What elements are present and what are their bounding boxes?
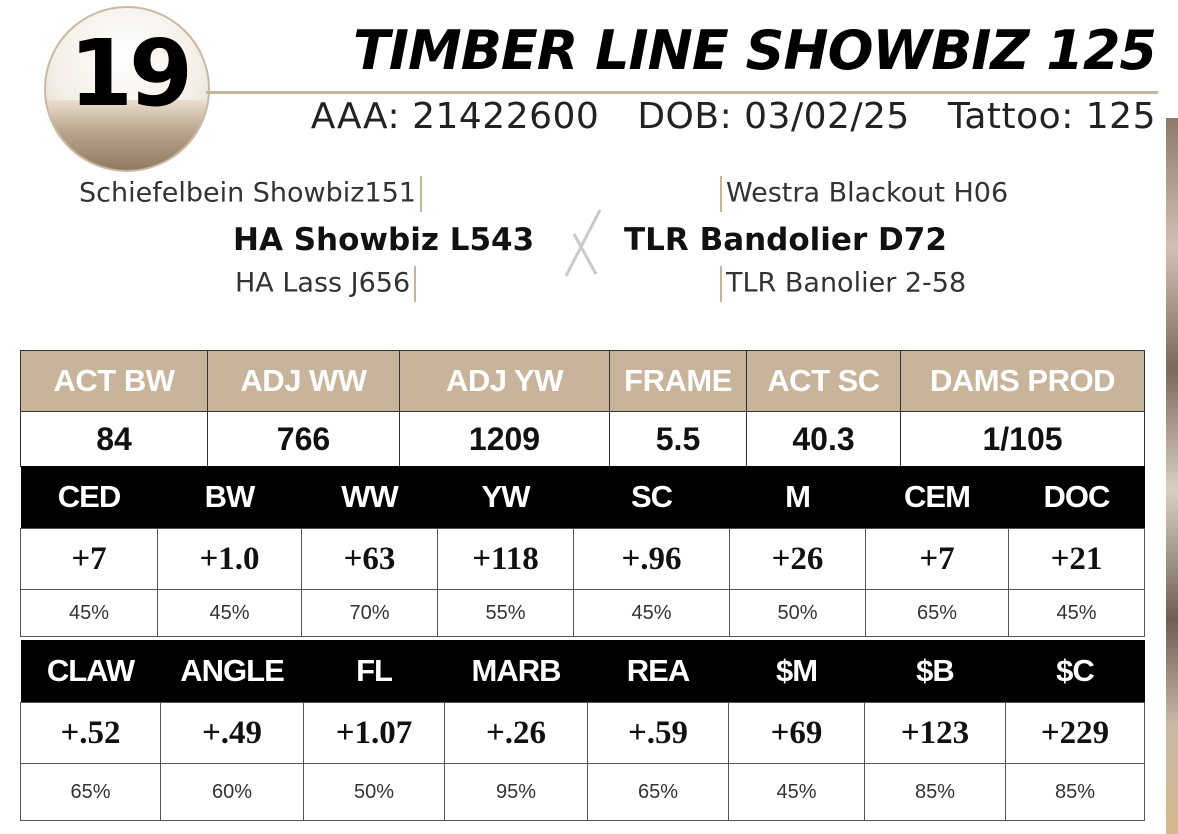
accuracy-angle: 60% (160, 763, 304, 821)
header-m: M (729, 466, 866, 529)
value-claw: +.52 (20, 702, 161, 764)
header-act-sc: ACT SC (746, 350, 901, 412)
value-dollar-m: +69 (728, 702, 865, 764)
value-bw: +1.0 (157, 528, 302, 590)
value-ww: +63 (301, 528, 438, 590)
epd-table-2: CLAW ANGLE FL MARB REA $M $B $C +.52 +.4… (20, 640, 1145, 821)
lot-number: 19 (68, 20, 193, 127)
animal-ids: AAA: 21422600 DOB: 03/02/25 Tattoo: 125 (311, 96, 1156, 137)
epd-header-row: CLAW ANGLE FL MARB REA $M $B $C (20, 640, 1145, 703)
value-act-bw: 84 (20, 411, 208, 467)
header-rea: REA (587, 640, 729, 703)
accuracy-rea: 65% (587, 763, 729, 821)
pedigree-dam: TLR Bandolier D72 (624, 222, 947, 258)
value-fl: +1.07 (303, 702, 445, 764)
pedigree-sire-dam: HA Lass J656 (235, 266, 420, 302)
header-fl: FL (303, 640, 445, 703)
value-doc: +21 (1008, 528, 1145, 590)
accuracy-m: 50% (729, 589, 866, 637)
accuracy-ww: 70% (301, 589, 438, 637)
value-frame: 5.5 (609, 411, 747, 467)
header-dollar-b: $B (864, 640, 1006, 703)
pedigree-sire-sire: Schiefelbein Showbiz151 (79, 176, 426, 212)
header-marb: MARB (444, 640, 588, 703)
accuracy-claw: 65% (20, 763, 161, 821)
epd-accuracy-row: 65% 60% 50% 95% 65% 45% 85% 85% (20, 763, 1145, 821)
value-sc: +.96 (573, 528, 730, 590)
accuracy-ced: 45% (20, 589, 158, 637)
performance-header-row: ACT BW ADJ WW ADJ YW FRAME ACT SC DAMS P… (20, 350, 1145, 412)
accuracy-doc: 45% (1008, 589, 1145, 637)
epd-header-row: CED BW WW YW SC M CEM DOC (20, 466, 1145, 529)
epd-value-row: +.52 +.49 +1.07 +.26 +.59 +69 +123 +229 (20, 702, 1145, 764)
accuracy-marb: 95% (444, 763, 588, 821)
pasture-photo (46, 100, 208, 170)
tattoo: Tattoo: 125 (947, 96, 1156, 137)
performance-table: ACT BW ADJ WW ADJ YW FRAME ACT SC DAMS P… (20, 350, 1145, 467)
header-sc: SC (573, 466, 730, 529)
header-angle: ANGLE (160, 640, 304, 703)
header-adj-yw: ADJ YW (399, 350, 610, 412)
accuracy-dollar-c: 85% (1005, 763, 1145, 821)
accuracy-fl: 50% (303, 763, 445, 821)
value-yw: +118 (437, 528, 574, 590)
date-of-birth: DOB: 03/02/25 (637, 96, 910, 137)
header-ced: CED (20, 466, 158, 529)
value-angle: +.49 (160, 702, 304, 764)
accuracy-dollar-b: 85% (864, 763, 1006, 821)
performance-value-row: 84 766 1209 5.5 40.3 1/105 (20, 411, 1145, 467)
aaa-number: AAA: 21422600 (310, 96, 600, 137)
header-yw: YW (437, 466, 574, 529)
header-cem: CEM (865, 466, 1009, 529)
lot-badge-image (44, 6, 210, 172)
value-dollar-c: +229 (1005, 702, 1145, 764)
header-doc: DOC (1008, 466, 1145, 529)
accuracy-yw: 55% (437, 589, 574, 637)
value-ced: +7 (20, 528, 158, 590)
accuracy-sc: 45% (573, 589, 730, 637)
cattle-photo-edge (1166, 118, 1178, 834)
animal-name: TIMBER LINE SHOWBIZ 125 (353, 19, 1157, 82)
accuracy-bw: 45% (157, 589, 302, 637)
header-dollar-c: $C (1005, 640, 1145, 703)
header-dollar-m: $M (728, 640, 865, 703)
header-claw: CLAW (20, 640, 161, 703)
epd-value-row: +7 +1.0 +63 +118 +.96 +26 +7 +21 (20, 528, 1145, 590)
header-act-bw: ACT BW (20, 350, 208, 412)
cross-icon (564, 209, 602, 277)
accuracy-dollar-m: 45% (728, 763, 865, 821)
value-m: +26 (729, 528, 866, 590)
pedigree-dam-dam: TLR Banolier 2-58 (716, 266, 966, 302)
value-marb: +.26 (444, 702, 588, 764)
value-rea: +.59 (587, 702, 729, 764)
value-dollar-b: +123 (864, 702, 1006, 764)
value-act-sc: 40.3 (746, 411, 901, 467)
epd-table-1: CED BW WW YW SC M CEM DOC +7 +1.0 +63 +1… (20, 466, 1145, 637)
header-bw: BW (157, 466, 302, 529)
pedigree-sire: HA Showbiz L543 (233, 222, 535, 258)
header-frame: FRAME (609, 350, 747, 412)
value-dams-prod: 1/105 (900, 411, 1145, 467)
pedigree-dam-sire: Westra Blackout H06 (716, 176, 1008, 212)
value-cem: +7 (865, 528, 1009, 590)
value-adj-yw: 1209 (399, 411, 610, 467)
title-divider (206, 91, 1158, 94)
accuracy-cem: 65% (865, 589, 1009, 637)
header-ww: WW (301, 466, 438, 529)
header-adj-ww: ADJ WW (207, 350, 400, 412)
value-adj-ww: 766 (207, 411, 400, 467)
epd-accuracy-row: 45% 45% 70% 55% 45% 50% 65% 45% (20, 589, 1145, 637)
header-dams-prod: DAMS PROD (900, 350, 1145, 412)
